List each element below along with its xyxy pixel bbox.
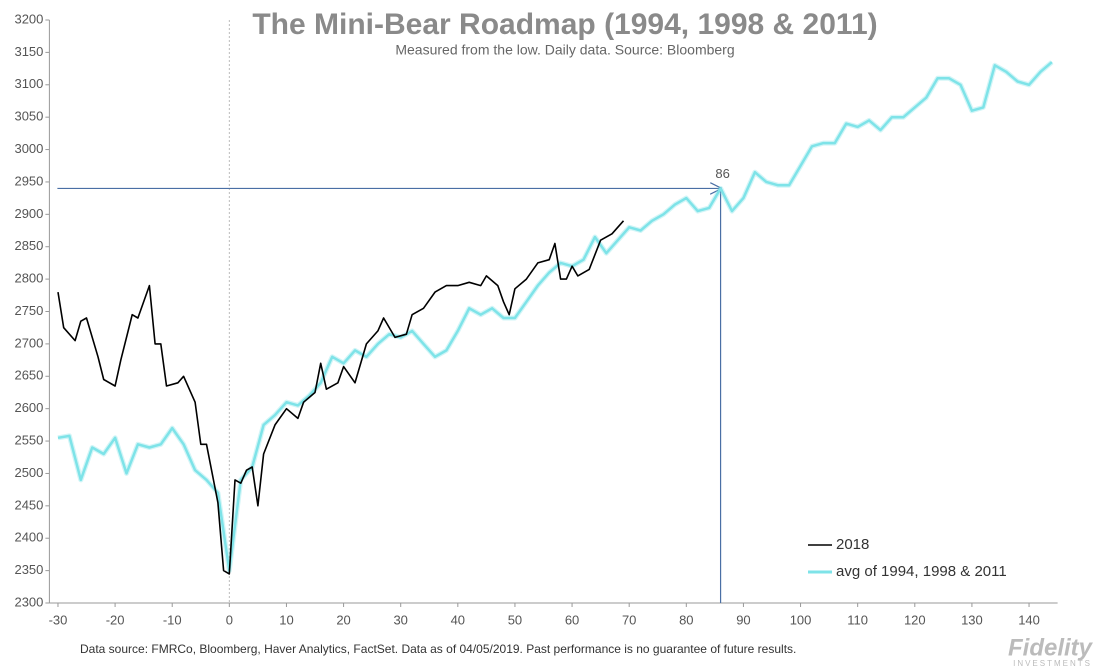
y-tick-label: 3200 bbox=[14, 11, 43, 26]
x-tick-label: 30 bbox=[393, 612, 407, 627]
y-tick-label: 2950 bbox=[14, 173, 43, 188]
y-tick-label: 2600 bbox=[14, 400, 43, 415]
x-tick-label: 140 bbox=[1018, 612, 1040, 627]
annotation-label: 86 bbox=[715, 166, 729, 181]
x-tick-label: 40 bbox=[451, 612, 465, 627]
x-tick-label: 80 bbox=[679, 612, 693, 627]
y-tick-label: 3050 bbox=[14, 109, 43, 124]
y-tick-label: 2350 bbox=[14, 562, 43, 577]
series-line bbox=[57, 61, 1053, 572]
x-tick-label: 90 bbox=[736, 612, 750, 627]
x-tick-label: 130 bbox=[961, 612, 983, 627]
x-tick-label: 60 bbox=[565, 612, 579, 627]
x-tick-label: 110 bbox=[847, 612, 868, 627]
chart-subtitle: Measured from the low. Daily data. Sourc… bbox=[395, 42, 734, 58]
y-tick-label: 2400 bbox=[14, 530, 43, 545]
x-tick-label: 100 bbox=[790, 612, 812, 627]
legend-label: 2018 bbox=[836, 536, 869, 553]
x-tick-label: -20 bbox=[106, 612, 125, 627]
x-tick-label: -30 bbox=[49, 612, 68, 627]
x-tick-label: 70 bbox=[622, 612, 636, 627]
chart-title: The Mini-Bear Roadmap (1994, 1998 & 2011… bbox=[252, 8, 877, 41]
y-tick-label: 2800 bbox=[14, 271, 43, 286]
y-tick-label: 2650 bbox=[14, 368, 43, 383]
y-tick-label: 2550 bbox=[14, 432, 43, 447]
x-tick-label: 0 bbox=[226, 612, 233, 627]
y-tick-label: 3100 bbox=[14, 76, 43, 91]
y-tick-label: 3150 bbox=[14, 44, 43, 59]
x-tick-label: 10 bbox=[279, 612, 293, 627]
footnote: Data source: FMRCo, Bloomberg, Haver Ana… bbox=[80, 642, 796, 656]
y-tick-label: 2750 bbox=[14, 303, 43, 318]
series-glow bbox=[57, 60, 1054, 574]
y-tick-label: 2500 bbox=[14, 465, 43, 480]
y-tick-label: 2850 bbox=[14, 238, 43, 253]
x-tick-label: 20 bbox=[336, 612, 350, 627]
y-tick-label: 2700 bbox=[14, 335, 43, 350]
x-tick-label: -10 bbox=[163, 612, 182, 627]
series-line bbox=[57, 220, 625, 575]
y-tick-label: 2450 bbox=[14, 497, 43, 512]
y-tick-label: 2300 bbox=[14, 594, 43, 609]
logo: Fidelity bbox=[1008, 634, 1094, 661]
logo-sub: INVESTMENTS bbox=[1013, 659, 1092, 668]
y-tick-label: 3000 bbox=[14, 141, 43, 156]
y-tick-label: 2900 bbox=[14, 206, 43, 221]
x-tick-label: 50 bbox=[508, 612, 522, 627]
x-tick-label: 120 bbox=[904, 612, 926, 627]
legend-label: avg of 1994, 1998 & 2011 bbox=[836, 563, 1007, 580]
